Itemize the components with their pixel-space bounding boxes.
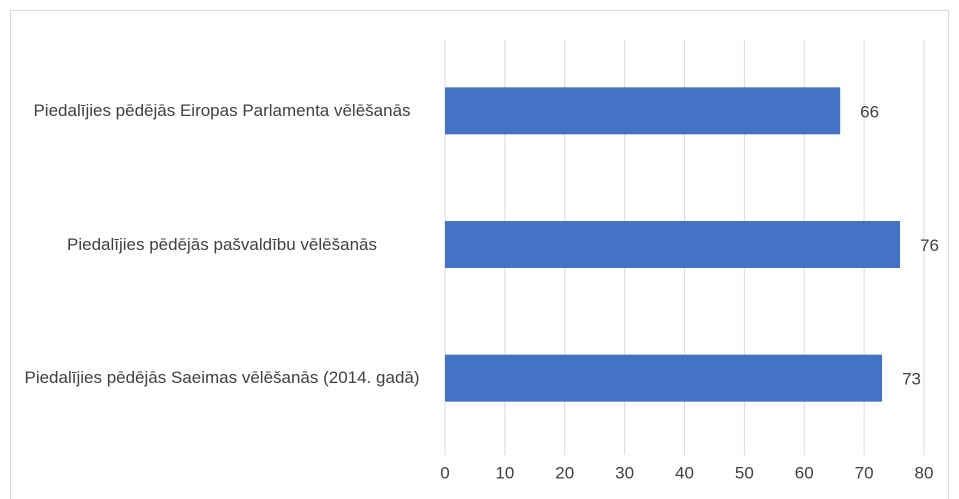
data-label: 76 [920, 236, 939, 255]
x-tick-label: 0 [440, 463, 449, 482]
chart-border [10, 10, 949, 499]
x-tick-label: 20 [555, 463, 574, 482]
x-tick-label: 50 [735, 463, 754, 482]
x-tick-label: 70 [855, 463, 874, 482]
x-tick-label: 10 [495, 463, 514, 482]
x-tick-label: 30 [615, 463, 634, 482]
bar [445, 221, 901, 268]
data-label: 73 [902, 370, 921, 389]
bar [445, 87, 841, 135]
y-tick-label: Piedalījies pēdējās Eiropas Parlamenta v… [33, 100, 411, 120]
y-tick-label: Piedalījies pēdējās pašvaldību vēlēšanās [67, 234, 377, 254]
x-tick-label: 80 [915, 463, 934, 482]
y-tick-label: Piedalījies pēdējās Saeimas vēlēšanās (2… [24, 368, 420, 388]
data-label: 66 [860, 102, 879, 121]
x-tick-label: 60 [795, 463, 814, 482]
bar [445, 354, 883, 402]
x-tick-label: 40 [675, 463, 694, 482]
